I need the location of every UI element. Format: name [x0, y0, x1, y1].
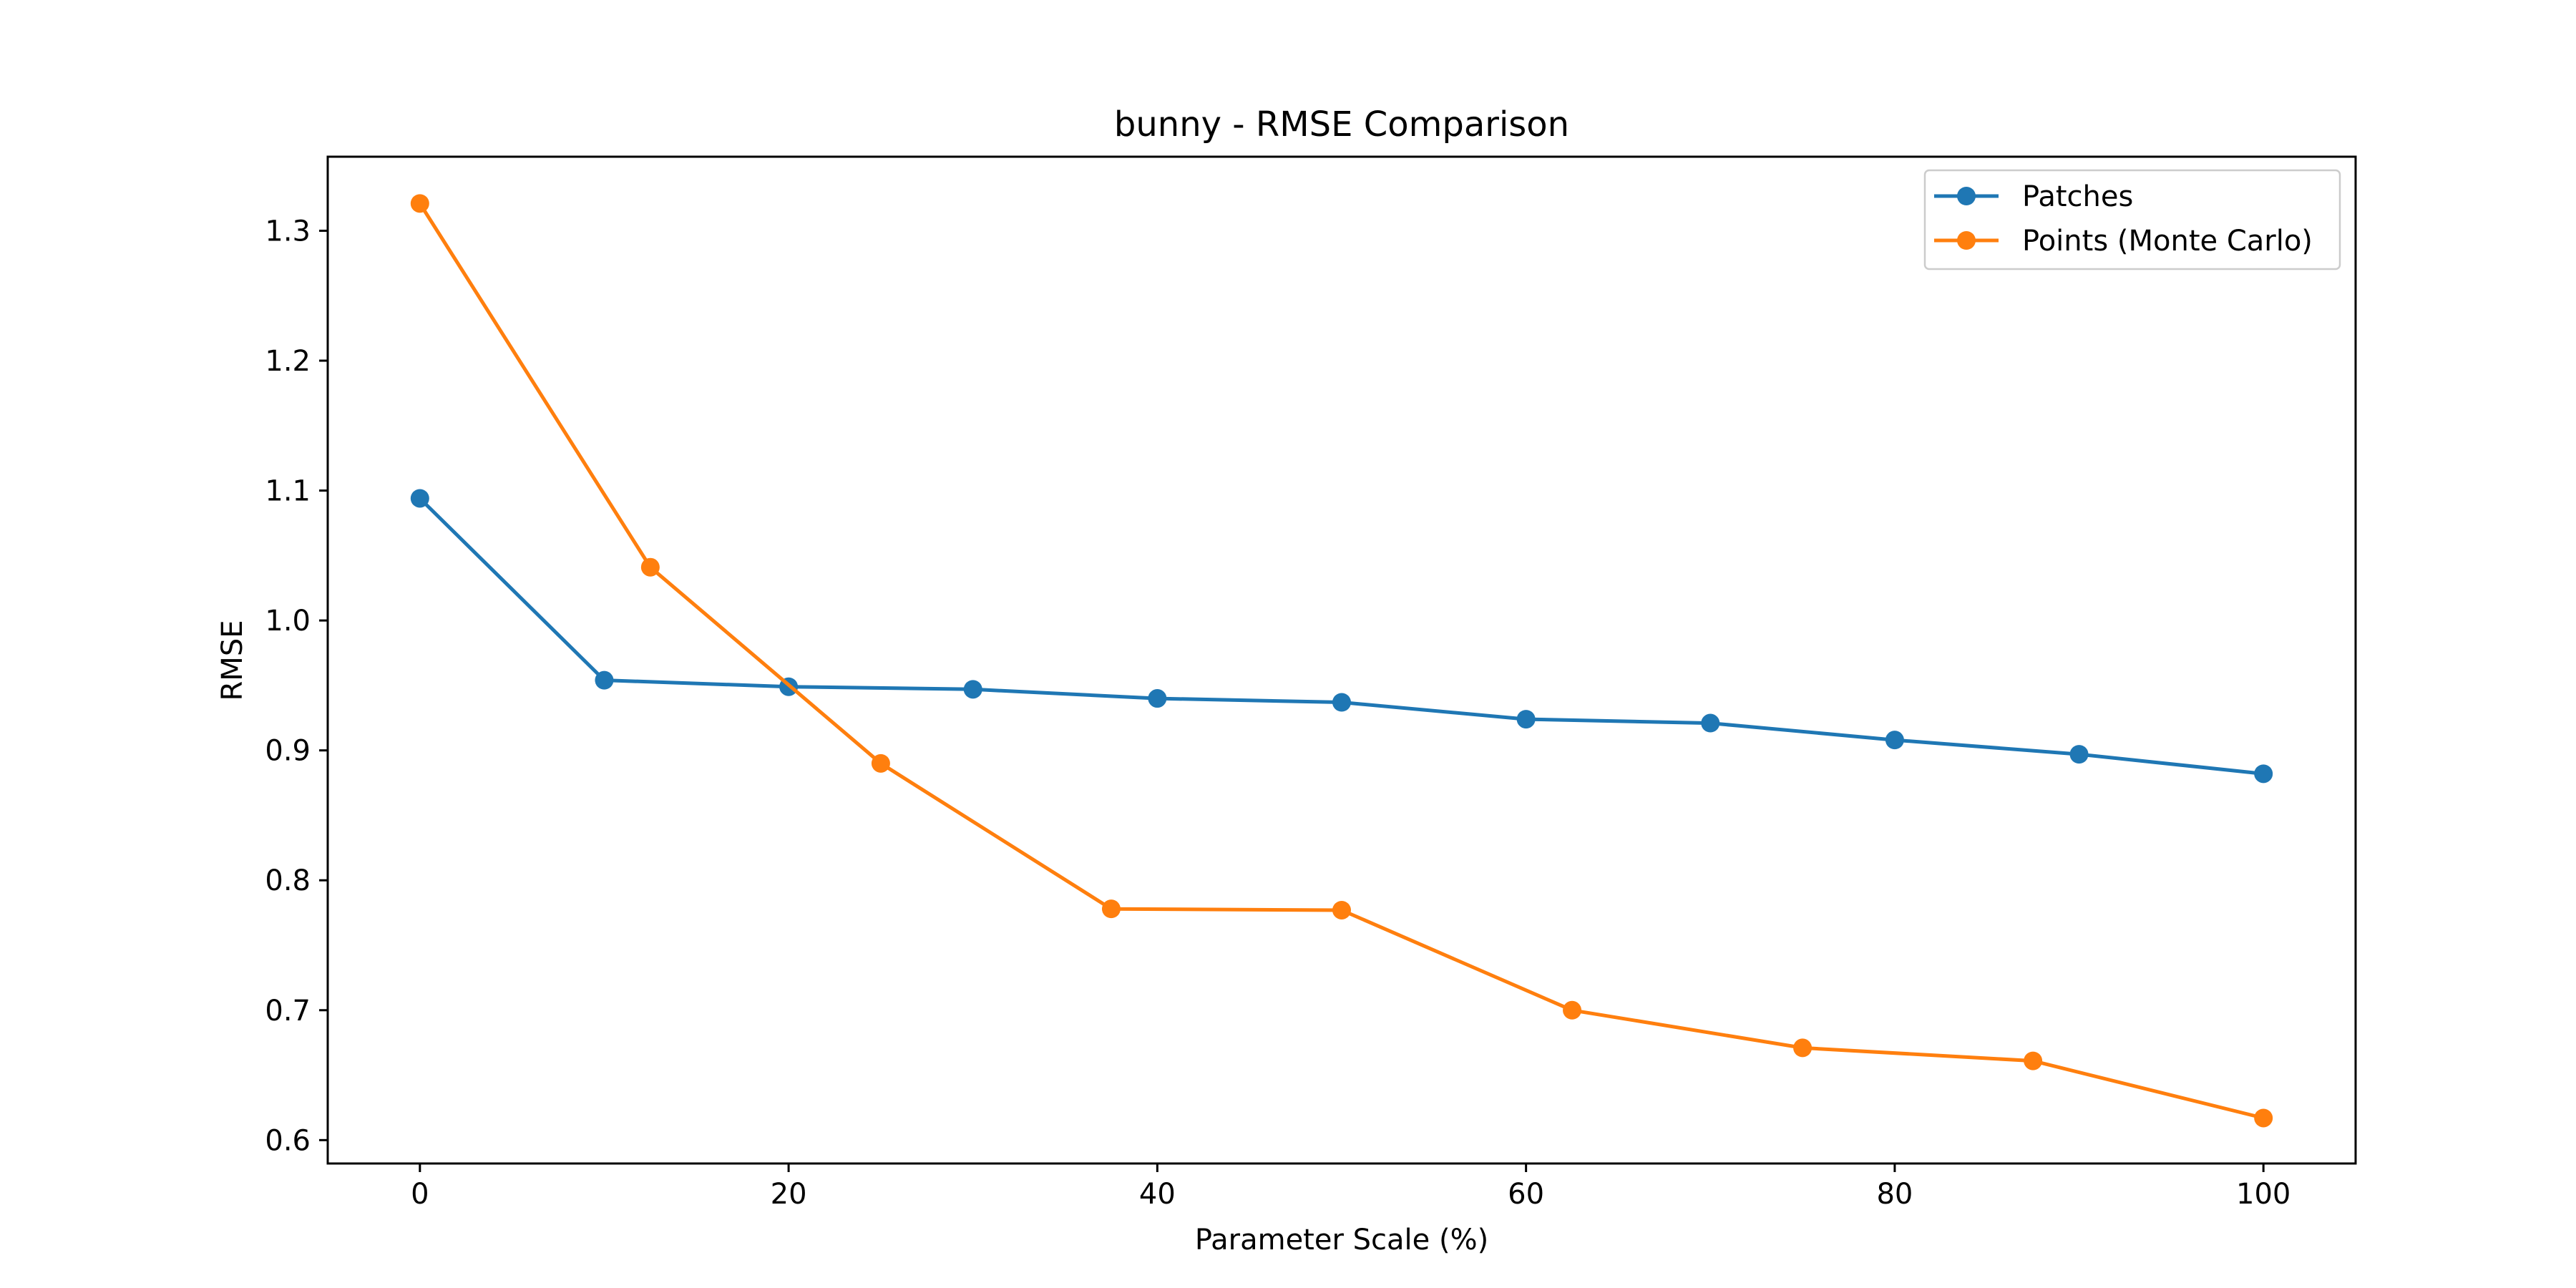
data-point-patches: [1332, 693, 1351, 712]
x-tick-label: 80: [1876, 1178, 1913, 1211]
data-point-points-monte-carlo: [2254, 1108, 2273, 1128]
legend-frame: [1923, 169, 2341, 270]
data-point-points-monte-carlo: [1101, 899, 1121, 919]
data-point-points-monte-carlo: [1793, 1038, 1813, 1058]
data-point-patches: [1885, 731, 1904, 750]
legend-marker-points: [1957, 231, 1976, 250]
series-layer: [410, 194, 2273, 1128]
data-point-points-monte-carlo: [1563, 1000, 1582, 1020]
data-point-patches: [1516, 710, 1536, 729]
x-tick-label: 40: [1139, 1178, 1176, 1211]
data-point-points-monte-carlo: [1332, 900, 1351, 919]
data-point-points-monte-carlo: [410, 194, 429, 213]
data-point-patches: [595, 670, 614, 690]
y-tick-label: 1.2: [265, 345, 311, 378]
plot-frame: [326, 155, 2357, 1165]
data-point-points-monte-carlo: [871, 753, 890, 773]
x-tick-label: 0: [411, 1178, 429, 1211]
y-tick-label: 1.1: [265, 475, 311, 508]
data-point-points-monte-carlo: [2024, 1051, 2043, 1070]
y-axis-ticks: 0.6 0.7 0.8 0.9 1.0 1.1 1.2 1.3: [265, 215, 328, 1157]
data-point-patches: [410, 489, 429, 508]
y-axis-label: RMSE: [216, 620, 249, 701]
legend: Patches Points (Monte Carlo): [1923, 169, 2341, 270]
y-tick-label: 0.8: [265, 864, 311, 897]
chart-title: bunny - RMSE Comparison: [1114, 104, 1569, 145]
x-tick-label: 100: [2236, 1178, 2290, 1211]
y-tick-label: 1.0: [265, 605, 311, 638]
data-point-patches: [1148, 689, 1167, 708]
x-axis-ticks: 0 20 40 60 80 100: [411, 1163, 2290, 1211]
y-tick-label: 1.3: [265, 215, 311, 248]
y-tick-label: 0.7: [265, 995, 311, 1028]
data-point-patches: [1701, 713, 1720, 733]
data-point-patches: [963, 680, 982, 699]
x-tick-label: 20: [771, 1178, 807, 1211]
legend-label-points: Points (Monte Carlo): [2022, 225, 2313, 258]
legend-label-patches: Patches: [2022, 180, 2133, 213]
data-point-patches: [2254, 764, 2273, 784]
y-tick-label: 0.6: [265, 1124, 311, 1157]
data-point-points-monte-carlo: [640, 557, 660, 577]
x-axis-label: Parameter Scale (%): [1195, 1224, 1488, 1257]
data-point-patches: [2069, 745, 2089, 764]
x-tick-label: 60: [1508, 1178, 1544, 1211]
legend-marker-patches: [1957, 187, 1976, 205]
y-tick-label: 0.9: [265, 735, 311, 768]
